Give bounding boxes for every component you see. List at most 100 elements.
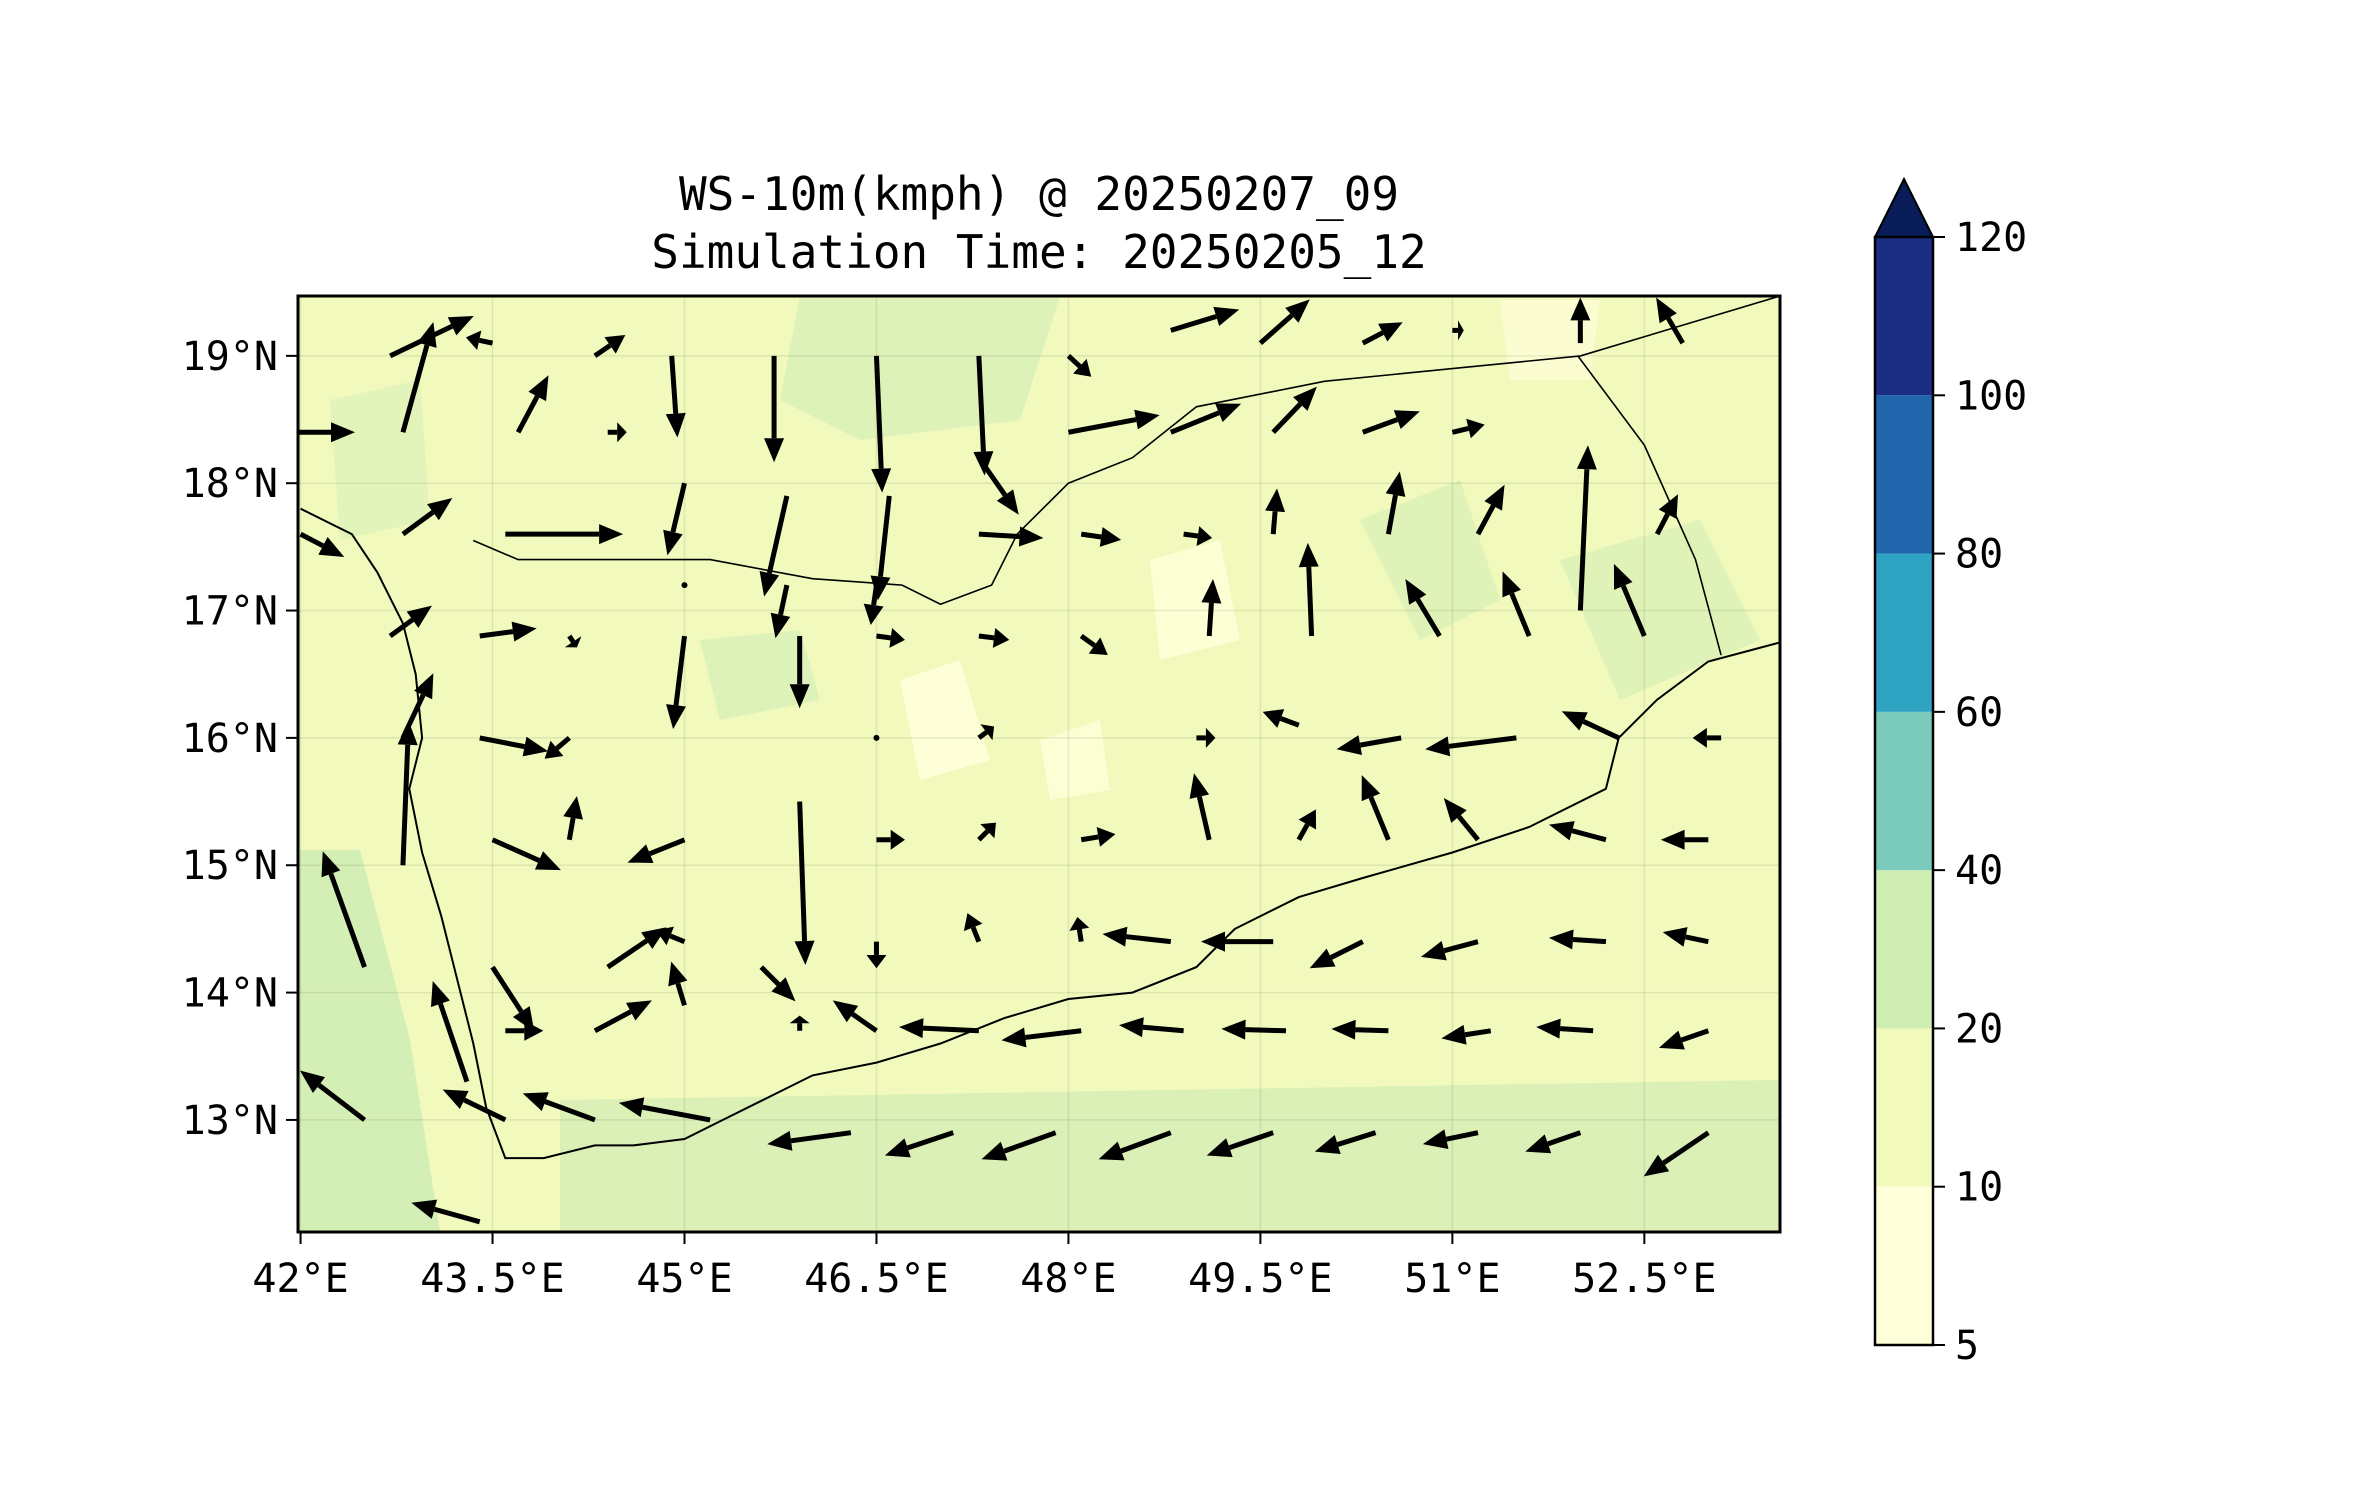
wind-arrow: [876, 829, 905, 850]
wind-arrow: [563, 796, 583, 841]
wind-arrow: [1309, 939, 1364, 969]
wind-arrow: [593, 1000, 652, 1033]
wind-arrow: [1262, 709, 1300, 728]
wind-arrow: [1654, 494, 1679, 536]
wind-arrow: [1098, 1130, 1172, 1161]
wind-arrow: [298, 422, 355, 443]
colorbar-extend-arrow: [1873, 176, 1935, 238]
wind-arrow: [505, 524, 624, 545]
wind-arrow: [759, 495, 790, 597]
x-tick-label: 48°E: [1020, 1256, 1116, 1302]
wind-arrow: [1570, 297, 1591, 344]
colorbar-segment: [1875, 553, 1933, 712]
wind-arrow: [1169, 403, 1242, 435]
wind-arrow: [1201, 931, 1274, 952]
wind-arrow: [1525, 1130, 1582, 1154]
wind-arrow: [668, 961, 688, 1007]
wind-arrow: [1170, 306, 1240, 333]
wind-arrow: [1692, 727, 1722, 748]
wind-arrow: [321, 851, 367, 968]
x-tick-label: 45°E: [636, 1256, 732, 1302]
wind-arrow: [1080, 827, 1116, 847]
wind-arrow: [665, 355, 686, 438]
wind-arrow: [522, 1092, 596, 1123]
wind-arrow: [388, 605, 432, 639]
wind-arrow: [873, 734, 880, 741]
wind-arrow: [794, 801, 815, 965]
wind-arrow: [871, 355, 892, 493]
wind-arrow: [1079, 633, 1108, 656]
x-axis-ticks: 42°E 43.5°E 45°E 46.5°E 48°E 49.5°E 51°E 52.5°E: [252, 1232, 1717, 1302]
wind-arrow: [1561, 711, 1620, 741]
wind-arrow: [411, 1199, 481, 1225]
wind-arrow: [899, 1018, 979, 1039]
wind-arrow: [1221, 1019, 1287, 1040]
wind-arrow: [1361, 775, 1391, 841]
wind-arrow: [832, 1000, 878, 1033]
colorbar-segment: [1875, 237, 1933, 396]
wind-arrow: [1420, 939, 1479, 961]
wind-arrow: [759, 965, 796, 1002]
colorbar-tick-label: 20: [1955, 1006, 2003, 1052]
wind-arrow: [1336, 735, 1402, 755]
wind-arrow: [767, 1130, 852, 1151]
wind-arrow: [618, 1097, 711, 1123]
wind-arrow: [1425, 735, 1517, 757]
y-tick-label: 13°N: [182, 1098, 278, 1144]
wind-arrow: [515, 375, 549, 434]
wind-arrow: [505, 1020, 544, 1041]
x-tick-label: 49.5°E: [1188, 1256, 1333, 1302]
x-tick-label: 52.5°E: [1572, 1256, 1717, 1302]
wind-arrow: [1660, 829, 1709, 850]
x-tick-label: 42°E: [252, 1256, 348, 1302]
y-tick-label: 17°N: [182, 589, 278, 635]
wind-arrow: [981, 1130, 1057, 1161]
wind-arrow: [1502, 571, 1532, 637]
wind-arrow: [544, 735, 571, 759]
wind-vectors: [298, 297, 1722, 1225]
wind-arrow: [1271, 386, 1317, 434]
map-background: [298, 296, 1780, 1232]
colorbar-tick-label: 60: [1955, 690, 2003, 736]
wind-arrow: [607, 422, 627, 443]
coastline: [300, 507, 1780, 1160]
colorbar-segment: [1875, 1028, 1933, 1187]
wind-arrow: [1119, 1017, 1184, 1038]
wind-arrow: [978, 526, 1044, 547]
colorbar-tick-label: 5: [1955, 1323, 1979, 1369]
y-tick-label: 18°N: [182, 461, 278, 507]
wind-arrow: [1662, 927, 1709, 947]
colorbar-segment: [1875, 395, 1933, 554]
wind-arrow: [1102, 926, 1172, 947]
wind-arrow: [491, 837, 561, 871]
wind-arrow: [1548, 929, 1607, 950]
y-tick-label: 15°N: [182, 843, 278, 889]
colorbar-tick-label: 100: [1955, 373, 2027, 419]
y-tick-label: 19°N: [182, 334, 278, 380]
wind-arrow: [1475, 484, 1505, 536]
wind-arrow: [876, 628, 905, 648]
wind-arrow: [1441, 1024, 1492, 1045]
figure-title: WS-10m(kmph) @ 20250207_09: [679, 167, 1399, 221]
wind-arrow: [978, 627, 1010, 648]
colorbar-segment: [1875, 711, 1933, 871]
wind-arrow: [1314, 1130, 1377, 1155]
wind-arrow: [764, 355, 785, 463]
wind-arrow: [1201, 579, 1222, 637]
wind-arrow: [655, 926, 686, 946]
wind-arrow: [1385, 471, 1406, 535]
colorbar-segment: [1875, 870, 1933, 1029]
wind-arrow: [1206, 1130, 1275, 1158]
wind-arrow: [1422, 1129, 1479, 1149]
wind-arrow: [479, 735, 549, 757]
wind-arrow: [977, 822, 996, 842]
wind-arrow: [430, 981, 470, 1083]
wind-arrow: [963, 913, 983, 943]
map-plot-area: [296, 294, 1782, 1234]
wind-arrow: [977, 724, 995, 741]
wind-arrow: [1296, 809, 1317, 841]
figure-subtitle: Simulation Time: 20250205_12: [651, 225, 1426, 279]
colorbar-tick-label: 10: [1955, 1165, 2003, 1211]
wind-arrow: [770, 584, 791, 639]
